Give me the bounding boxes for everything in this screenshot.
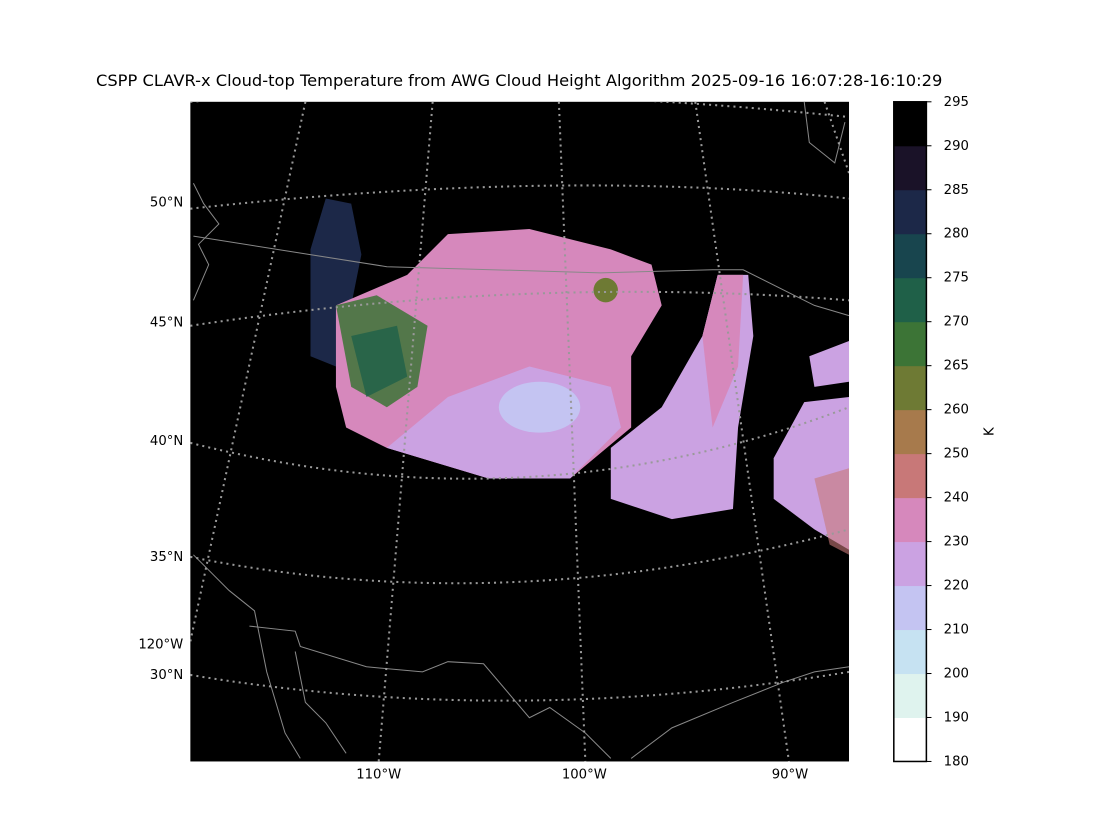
colorbar-tick-label: 285 — [944, 183, 969, 198]
colorbar-segment — [893, 145, 927, 191]
lon-label: 90°W — [772, 768, 809, 783]
colorbar-segment — [893, 453, 927, 499]
colorbar-tick-label: 270 — [944, 315, 969, 330]
colorbar-tick-label: 210 — [944, 623, 969, 638]
colorbar-segment — [893, 541, 927, 587]
colorbar-segment — [893, 365, 927, 411]
lon-label: 110°W — [356, 768, 401, 783]
borders — [192, 101, 850, 759]
map-content — [190, 101, 850, 762]
lat-label: 50°N — [150, 196, 183, 211]
colorbar-frame — [893, 101, 928, 763]
colorbar-tick-label: 200 — [944, 667, 969, 682]
colorbar-tick-label: 190 — [944, 710, 969, 725]
colorbar-tick-label: 220 — [944, 579, 969, 594]
colorbar-tick-label: 250 — [944, 447, 969, 462]
colorbar: 180 190 200 210 220 230 240 250 260 265 270 275 280 2… — [893, 95, 997, 769]
colorbar-label: K — [982, 427, 997, 436]
graticule — [190, 101, 850, 762]
lat-label: 45°N — [150, 316, 183, 331]
colorbar-segment — [893, 585, 927, 631]
colorbar-tick-label: 260 — [944, 403, 969, 418]
colorbar-segment — [893, 321, 927, 367]
colorbar-segment — [893, 629, 927, 675]
colorbar-segment — [893, 277, 927, 323]
colorbar-segment — [893, 189, 927, 235]
title: CSPP CLAVR-x Cloud-top Temperature from … — [96, 71, 942, 90]
colorbar-segment — [893, 409, 927, 455]
colorbar-tick-label: 295 — [944, 95, 969, 110]
colorbar-tick-label: 290 — [944, 139, 969, 154]
colorbar-tick-label: 275 — [944, 271, 969, 286]
lat-label: 30°N — [150, 668, 183, 683]
colorbar-tick-label: 265 — [944, 359, 969, 374]
lon-label: 120°W — [138, 637, 183, 652]
colorbar-segment — [893, 101, 927, 147]
map: 50°N 45°N 40°N 35°N 30°N 120°W 110°W 100… — [138, 101, 850, 783]
colorbar-segment — [893, 497, 927, 543]
colorbar-segment — [893, 233, 927, 279]
figure-body: CSPP CLAVR-x Cloud-top Temperature from … — [96, 71, 997, 783]
colorbar-tick-label: 230 — [944, 535, 969, 550]
lon-label: 100°W — [562, 768, 607, 783]
colorbar-segment — [893, 673, 927, 718]
lat-label: 35°N — [150, 550, 183, 565]
colorbar-segment — [893, 717, 927, 762]
colorbar-tick-label: 280 — [944, 227, 969, 242]
lat-label: 40°N — [150, 434, 183, 449]
colorbar-tick-label: 240 — [944, 491, 969, 506]
colorbar-tick-label: 180 — [944, 754, 969, 769]
